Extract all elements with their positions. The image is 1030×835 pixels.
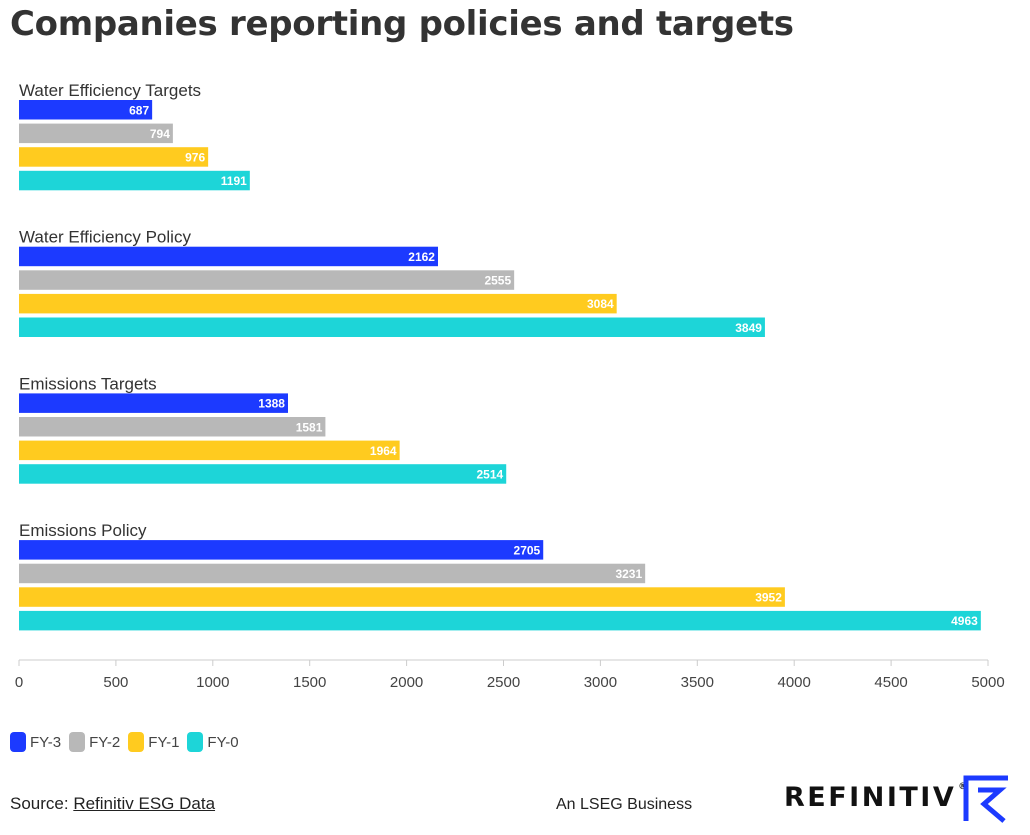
x-tick-label: 3000 <box>584 674 617 691</box>
bar <box>19 270 515 290</box>
legend-label-fy2: FY-2 <box>89 733 121 751</box>
refinitiv-logo: REFINITIV ® <box>784 782 967 813</box>
bar-value-label: 2162 <box>408 250 435 264</box>
brand-registered-mark: ® <box>958 782 968 792</box>
bar-value-label: 4963 <box>951 614 978 628</box>
group-label: Water Efficiency Targets <box>19 81 201 100</box>
bar <box>19 417 326 437</box>
source-note: Source: Refinitiv ESG Data <box>10 794 215 814</box>
bar-value-label: 2514 <box>477 467 504 481</box>
refinitiv-mark-icon <box>963 775 1008 823</box>
legend-swatch-fy1 <box>128 732 145 752</box>
legend-swatch-fy2 <box>69 732 86 752</box>
x-tick-label: 1500 <box>293 674 326 691</box>
legend: FY-3 FY-2 FY-1 FY-0 <box>10 732 239 752</box>
group-label: Emissions Policy <box>19 521 147 540</box>
bar <box>19 540 544 560</box>
bar <box>19 587 785 607</box>
x-tick-label: 4500 <box>874 674 907 691</box>
chart-title: Companies reporting policies and targets <box>10 4 794 44</box>
bar-value-label: 3084 <box>587 297 614 311</box>
bar <box>19 563 646 584</box>
x-tick-label: 4000 <box>778 674 811 691</box>
legend-label-fy3: FY-3 <box>30 733 62 751</box>
x-tick-label: 500 <box>103 674 128 691</box>
bar <box>19 293 617 314</box>
bar-value-label: 687 <box>129 103 149 117</box>
bar <box>19 464 507 484</box>
bar <box>19 170 250 191</box>
legend-label-fy0: FY-0 <box>207 733 239 751</box>
bar <box>19 123 173 144</box>
lseg-tagline: An LSEG Business <box>556 796 693 813</box>
x-tick-label: 5000 <box>971 674 1004 691</box>
source-prefix: Source: <box>10 794 74 813</box>
bar <box>19 393 288 413</box>
legend-item-fy1: FY-1 <box>128 732 179 752</box>
x-tick-label: 2000 <box>390 674 423 691</box>
legend-item-fy3: FY-3 <box>10 732 61 752</box>
x-tick-label: 0 <box>15 674 23 691</box>
bar <box>19 147 209 167</box>
group-label: Emissions Targets <box>19 374 157 393</box>
bar <box>19 100 153 120</box>
bar-value-label: 794 <box>150 127 170 141</box>
bar-value-label: 1388 <box>258 397 285 411</box>
bar-value-label: 976 <box>185 150 205 164</box>
legend-swatch-fy3 <box>10 732 26 752</box>
bar <box>19 246 438 267</box>
bar-value-label: 1191 <box>221 174 247 188</box>
bar <box>19 610 981 631</box>
legend-item-fy0: FY-0 <box>187 732 239 752</box>
x-tick-label: 3500 <box>681 674 714 691</box>
bar <box>19 317 765 337</box>
bar-value-label: 2705 <box>514 543 541 557</box>
x-tick-label: 2500 <box>487 674 520 691</box>
group-label: Water Efficiency Policy <box>19 228 191 247</box>
bar-value-label: 3231 <box>615 567 642 581</box>
legend-item-fy2: FY-2 <box>69 732 120 752</box>
bar-value-label: 3849 <box>735 321 762 335</box>
source-link[interactable]: Refinitiv ESG Data <box>73 794 216 813</box>
bar-value-label: 1964 <box>370 444 397 458</box>
bar-value-label: 3952 <box>755 591 782 605</box>
legend-swatch-fy0 <box>187 732 204 752</box>
x-axis: 0 500 1000 1500 2000 2500 3000 3500 4000 4500 5000 <box>15 659 1005 691</box>
bar-value-label: 2555 <box>484 274 511 288</box>
bar <box>19 440 400 461</box>
x-tick-label: 1000 <box>196 674 229 691</box>
legend-label-fy1: FY-1 <box>148 733 180 751</box>
bar-value-label: 1581 <box>296 420 323 434</box>
brand-name: REFINITIV <box>784 782 957 813</box>
